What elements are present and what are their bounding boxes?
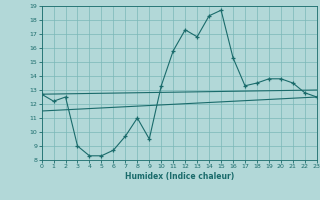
X-axis label: Humidex (Indice chaleur): Humidex (Indice chaleur) bbox=[124, 172, 234, 181]
